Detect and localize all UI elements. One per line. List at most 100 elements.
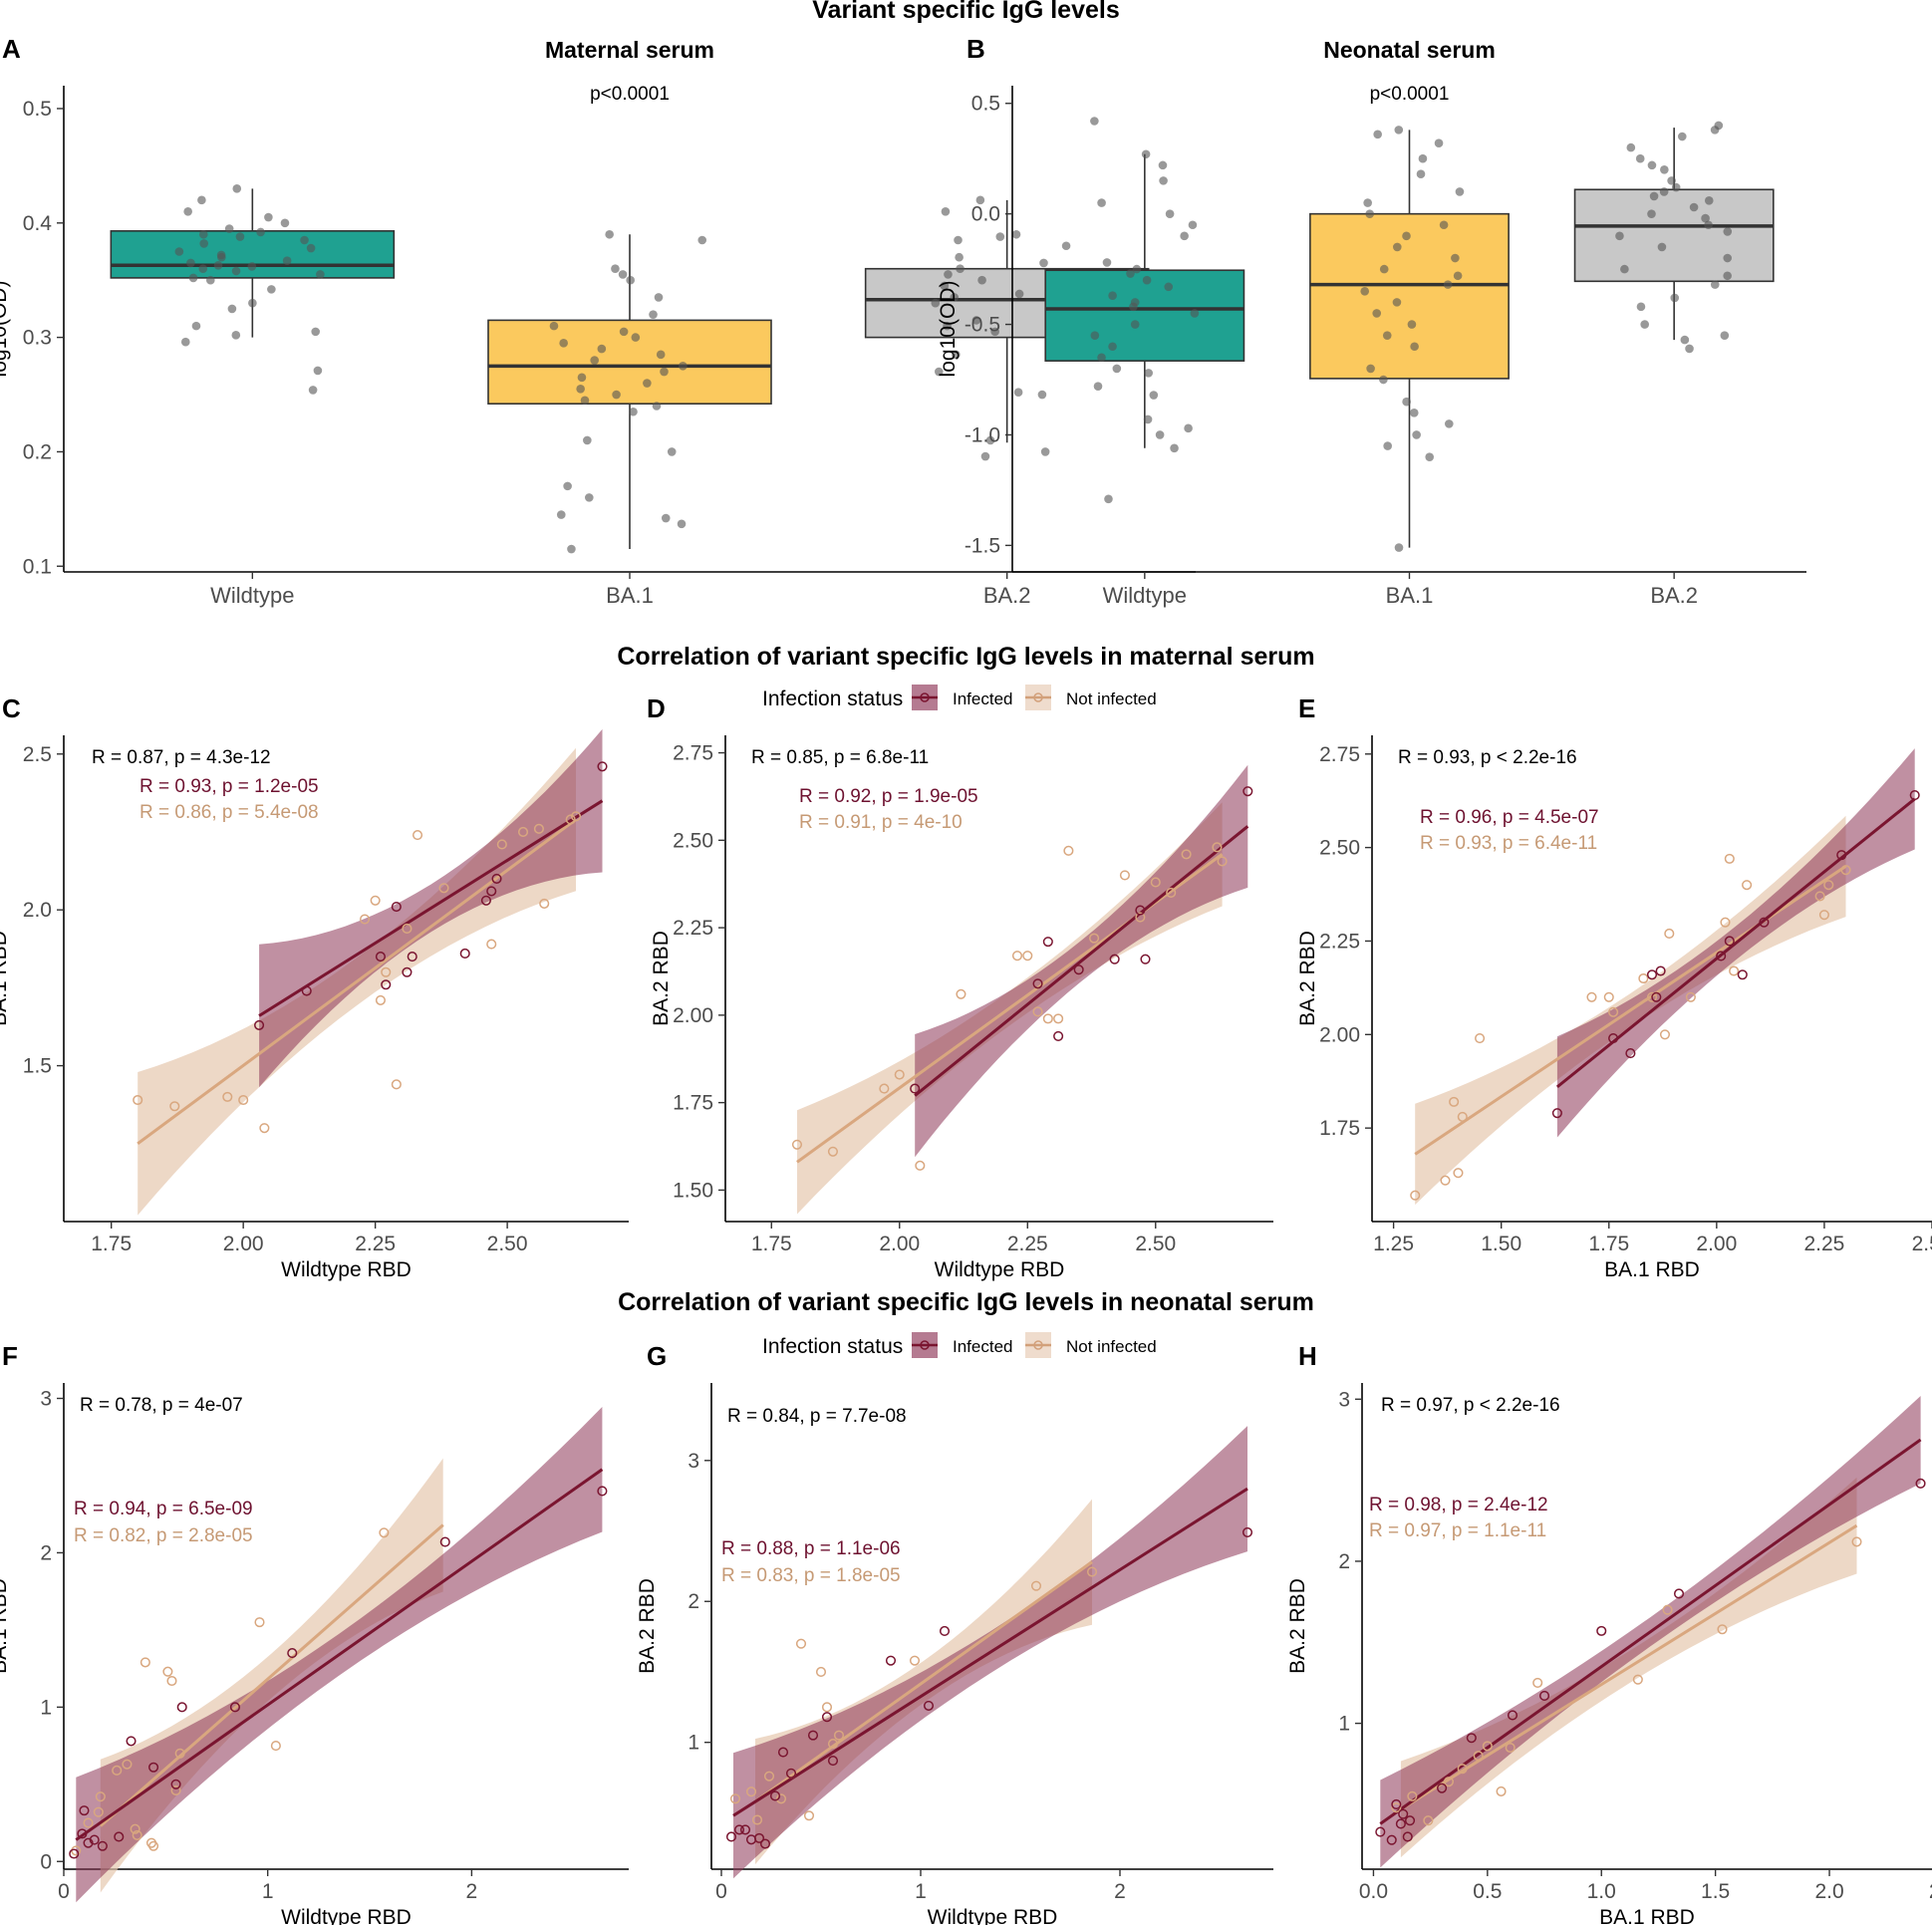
box-ba1 (1309, 126, 1510, 552)
data-point-not-infected (1482, 1741, 1493, 1752)
data-point-not-infected (122, 1759, 133, 1770)
data-point (1453, 271, 1463, 281)
data-point (1383, 441, 1392, 450)
data-point (618, 270, 628, 279)
y-tick-label: 0 (40, 1850, 52, 1873)
stat-label-infected: R = 0.94, p = 6.5e-09 (74, 1499, 253, 1519)
data-point-not-infected (130, 1823, 140, 1834)
data-point (1379, 375, 1388, 385)
data-point-not-infected (1449, 1096, 1460, 1107)
data-point-infected (827, 1756, 839, 1767)
legend: Infection status Infected Not infected (762, 685, 1157, 710)
data-point-infected (1466, 1733, 1477, 1744)
data-point (1037, 390, 1047, 400)
data-point (1090, 117, 1099, 126)
y-tick-label: 2.00 (673, 1004, 713, 1027)
x-tick-label: 0 (58, 1880, 70, 1903)
data-point (1130, 298, 1140, 307)
y-tick-label: 2 (688, 1590, 699, 1613)
data-point-infected (1032, 978, 1043, 989)
data-point (1434, 138, 1444, 147)
data-point (248, 298, 257, 308)
data-point (231, 266, 241, 276)
data-point (1190, 309, 1200, 318)
data-point-infected (1551, 1108, 1562, 1119)
x-tick-label: 0 (715, 1880, 727, 1903)
data-point-not-infected (1505, 1742, 1516, 1754)
x-tick-label: 2.5 (1929, 1880, 1932, 1903)
stat-label-infected: R = 0.98, p = 2.4e-12 (1369, 1495, 1548, 1515)
data-point (1402, 231, 1411, 241)
y-axis-label: BA.2 RBD (636, 1578, 659, 1674)
data-point (1670, 293, 1680, 303)
data-point (1409, 408, 1419, 417)
data-point-not-infected (775, 1793, 787, 1804)
data-point (186, 258, 195, 268)
data-point (174, 247, 184, 256)
legend-point (1033, 692, 1043, 702)
panel-letter: G (647, 1341, 667, 1371)
data-point-infected (83, 1837, 94, 1848)
data-point (941, 207, 951, 216)
data-point-not-infected (1608, 1006, 1619, 1017)
data-point (1155, 430, 1165, 439)
y-tick-label: 0.0 (971, 203, 1000, 226)
y-tick-label: 1.50 (673, 1179, 713, 1202)
box-wildtype (110, 184, 396, 395)
data-point (631, 333, 641, 342)
x-tick-label: BA.1 (1386, 583, 1434, 608)
data-point-infected (1386, 1834, 1397, 1845)
data-point (1097, 353, 1106, 363)
data-point (629, 407, 638, 416)
data-point-infected (1042, 937, 1053, 948)
data-point-not-infected (1814, 891, 1825, 902)
data-point (1410, 342, 1419, 352)
x-tick-label: 2.0 (1814, 1880, 1843, 1903)
data-point (1366, 364, 1375, 374)
data-point (1180, 231, 1189, 241)
data-point (576, 384, 585, 394)
legend-label: Infected (953, 1337, 1013, 1356)
regression-line-not-infected (1400, 1523, 1858, 1811)
data-point (1425, 452, 1435, 461)
data-point-not-infected (1457, 1764, 1468, 1775)
y-tick-label: 0.5 (23, 98, 52, 121)
data-point-not-infected (222, 1091, 233, 1102)
data-point (1379, 264, 1389, 274)
data-point (267, 285, 276, 294)
panel-e: E 1.75 2.00 2.25 2.50 2.75 BA.2 RBD 1.25 1.50 1.7… (1296, 693, 1932, 1281)
data-point-infected (1109, 954, 1120, 964)
data-point-infected (97, 1840, 108, 1851)
x-tick-label: BA.1 (606, 583, 654, 608)
data-point-infected (126, 1736, 137, 1747)
legend-label: Not infected (1066, 1337, 1157, 1356)
data-point (1689, 202, 1699, 212)
legend-point (1033, 1340, 1043, 1350)
data-point (1394, 543, 1404, 552)
y-tick-label: 1.75 (673, 1092, 713, 1115)
data-point-infected (439, 1536, 450, 1547)
data-point (1164, 282, 1174, 292)
data-point-not-infected (391, 1079, 402, 1090)
y-axis-label: BA.2 RBD (1296, 931, 1319, 1026)
data-point (697, 235, 707, 245)
x-tick-label: BA.2 (1650, 583, 1698, 608)
data-point-not-infected (1089, 933, 1100, 944)
data-point (1188, 220, 1198, 230)
data-point-not-infected (375, 994, 386, 1005)
data-point-not-infected (1440, 1175, 1451, 1186)
data-point-infected (486, 886, 497, 897)
p-value-annotation: p<0.0001 (1370, 84, 1450, 105)
data-point (1647, 209, 1656, 218)
data-point-infected (739, 1824, 751, 1835)
data-point-infected (375, 952, 386, 962)
panel-letter: B (966, 34, 985, 64)
panel-c: C 1.5 2.0 2.5 BA.1 RBD 1.75 2.00 2.25 2.50 Wildty… (0, 693, 629, 1281)
data-point-not-infected (170, 1785, 181, 1796)
data-point-infected (287, 1648, 298, 1659)
data-point-infected (1053, 1030, 1064, 1041)
box-ba1 (487, 229, 772, 554)
data-point-not-infected (139, 1657, 150, 1668)
data-point-not-infected (1496, 1786, 1507, 1796)
data-point (313, 366, 323, 376)
